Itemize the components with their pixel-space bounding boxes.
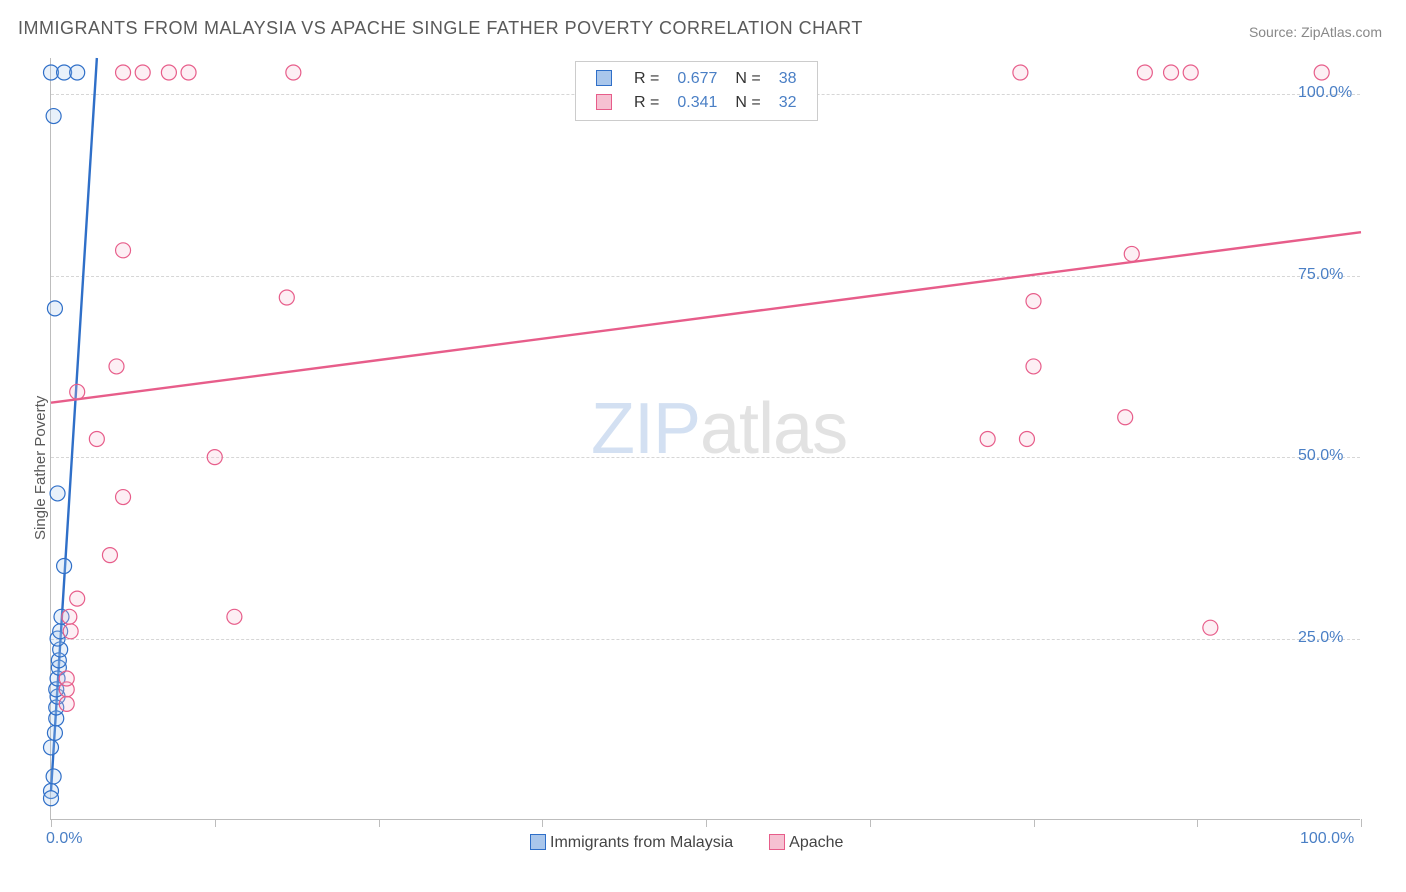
chart-title: IMMIGRANTS FROM MALAYSIA VS APACHE SINGL… (18, 18, 863, 39)
legend-R-label: R = (626, 68, 667, 90)
data-point-malaysia (57, 559, 72, 574)
chart-plot-area: ZIPatlas R =0.677N =38R =0.341N =32 (50, 58, 1360, 820)
data-point-apache (102, 548, 117, 563)
data-point-apache (70, 384, 85, 399)
legend-swatch (596, 94, 612, 110)
legend-item-malaysia: Immigrants from Malaysia (530, 834, 733, 852)
y-tick-label: 25.0% (1298, 629, 1343, 647)
data-point-apache (1026, 294, 1041, 309)
legend-N-label: N = (727, 68, 768, 90)
data-point-apache (116, 490, 131, 505)
legend-row-apache: R =0.341N =32 (588, 92, 805, 114)
data-point-apache (116, 243, 131, 258)
data-point-apache (1137, 65, 1152, 80)
x-tick (379, 819, 380, 827)
legend-row-malaysia: R =0.677N =38 (588, 68, 805, 90)
y-tick-label: 75.0% (1298, 266, 1343, 284)
data-point-apache (1019, 432, 1034, 447)
x-tick (870, 819, 871, 827)
data-point-apache (1118, 410, 1133, 425)
legend-R-value: 0.677 (669, 68, 725, 90)
data-point-apache (89, 432, 104, 447)
data-point-apache (181, 65, 196, 80)
data-point-apache (279, 290, 294, 305)
legend-N-value: 38 (771, 68, 805, 90)
data-point-apache (1026, 359, 1041, 374)
y-tick-label: 50.0% (1298, 447, 1343, 465)
data-point-apache (227, 609, 242, 624)
legend-N-value: 32 (771, 92, 805, 114)
x-tick-label: 100.0% (1300, 830, 1354, 848)
x-tick-label: 0.0% (46, 830, 82, 848)
legend-R-value: 0.341 (669, 92, 725, 114)
x-tick (215, 819, 216, 827)
legend-correlation-box: R =0.677N =38R =0.341N =32 (575, 61, 818, 121)
legend-label: Immigrants from Malaysia (550, 834, 733, 851)
data-point-apache (207, 450, 222, 465)
data-point-apache (116, 65, 131, 80)
data-point-apache (1183, 65, 1198, 80)
y-axis-label: Single Father Poverty (32, 396, 49, 540)
legend-R-label: R = (626, 92, 667, 114)
x-tick (1361, 819, 1362, 827)
scatter-svg (51, 58, 1361, 820)
data-point-apache (286, 65, 301, 80)
source-label: Source: ZipAtlas.com (1249, 24, 1382, 40)
data-point-apache (1314, 65, 1329, 80)
legend-swatch (769, 834, 785, 850)
data-point-apache (109, 359, 124, 374)
x-tick (51, 819, 52, 827)
data-point-malaysia (44, 740, 59, 755)
data-point-apache (980, 432, 995, 447)
data-point-malaysia (46, 769, 61, 784)
x-tick (1197, 819, 1198, 827)
data-point-malaysia (47, 725, 62, 740)
data-point-apache (161, 65, 176, 80)
legend-series: Immigrants from Malaysia Apache (530, 834, 879, 852)
data-point-malaysia (46, 109, 61, 124)
data-point-malaysia (70, 65, 85, 80)
data-point-apache (1164, 65, 1179, 80)
data-point-apache (1203, 620, 1218, 635)
data-point-malaysia (44, 791, 59, 806)
legend-N-label: N = (727, 92, 768, 114)
data-point-apache (62, 609, 77, 624)
legend-item-apache: Apache (769, 834, 843, 852)
data-point-apache (63, 624, 78, 639)
data-point-apache (70, 591, 85, 606)
data-point-apache (135, 65, 150, 80)
legend-swatch (530, 834, 546, 850)
legend-label: Apache (789, 834, 843, 851)
data-point-malaysia (47, 301, 62, 316)
legend-swatch (596, 70, 612, 86)
data-point-apache (1124, 246, 1139, 261)
data-point-apache (1013, 65, 1028, 80)
y-tick-label: 100.0% (1298, 84, 1352, 102)
data-point-apache (59, 671, 74, 686)
x-tick (542, 819, 543, 827)
data-point-malaysia (50, 486, 65, 501)
regression-line-apache (51, 232, 1361, 403)
x-tick (1034, 819, 1035, 827)
x-tick (706, 819, 707, 827)
data-point-apache (59, 696, 74, 711)
